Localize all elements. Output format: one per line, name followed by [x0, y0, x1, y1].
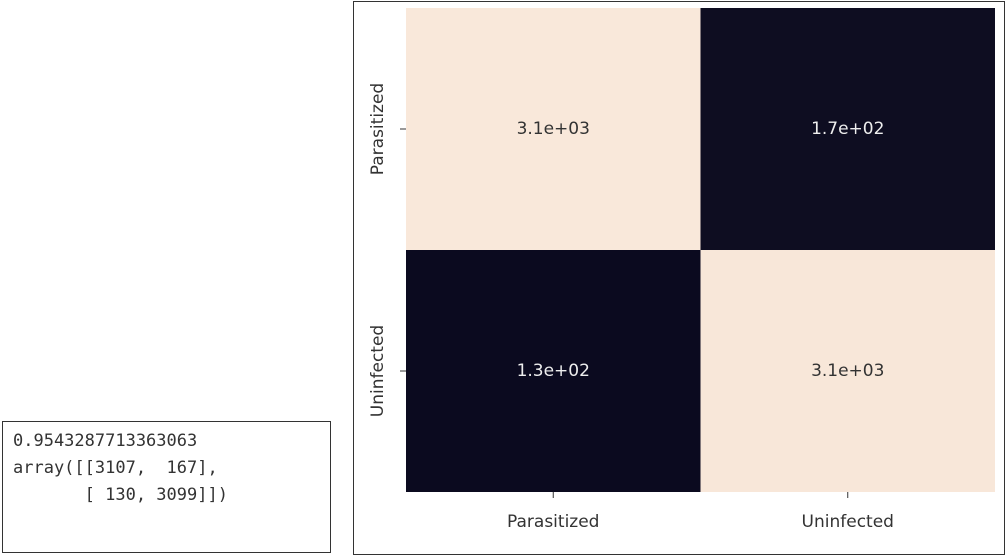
cell-label: 1.7e+02 [811, 119, 884, 139]
console-output: 0.9543287713363063 array([[3107, 167], [… [2, 421, 331, 553]
x-tick-label: Uninfected [802, 512, 894, 532]
cell-label: 3.1e+03 [517, 119, 590, 139]
heatmap-cell [406, 8, 701, 250]
heatmap-cell [700, 8, 995, 250]
console-line: array([[3107, 167], [13, 458, 218, 478]
heatmap-cell [406, 250, 701, 492]
x-tick-label: Parasitized [507, 512, 599, 532]
chart-frame [353, 1, 1005, 555]
cell-label: 3.1e+03 [811, 361, 884, 381]
console-line: 0.9543287713363063 [13, 431, 198, 451]
y-tick-label: Uninfected [368, 325, 388, 417]
y-tick-label: Parasitized [368, 83, 388, 175]
chart: 3.1e+03 1.7e+02 1.3e+02 3.1e+03 Parasitized U… [353, 1, 1005, 555]
console-line: [ 130, 3099]]) [13, 485, 228, 505]
cell-label: 1.3e+02 [517, 361, 590, 381]
heatmap-cell [700, 250, 995, 492]
